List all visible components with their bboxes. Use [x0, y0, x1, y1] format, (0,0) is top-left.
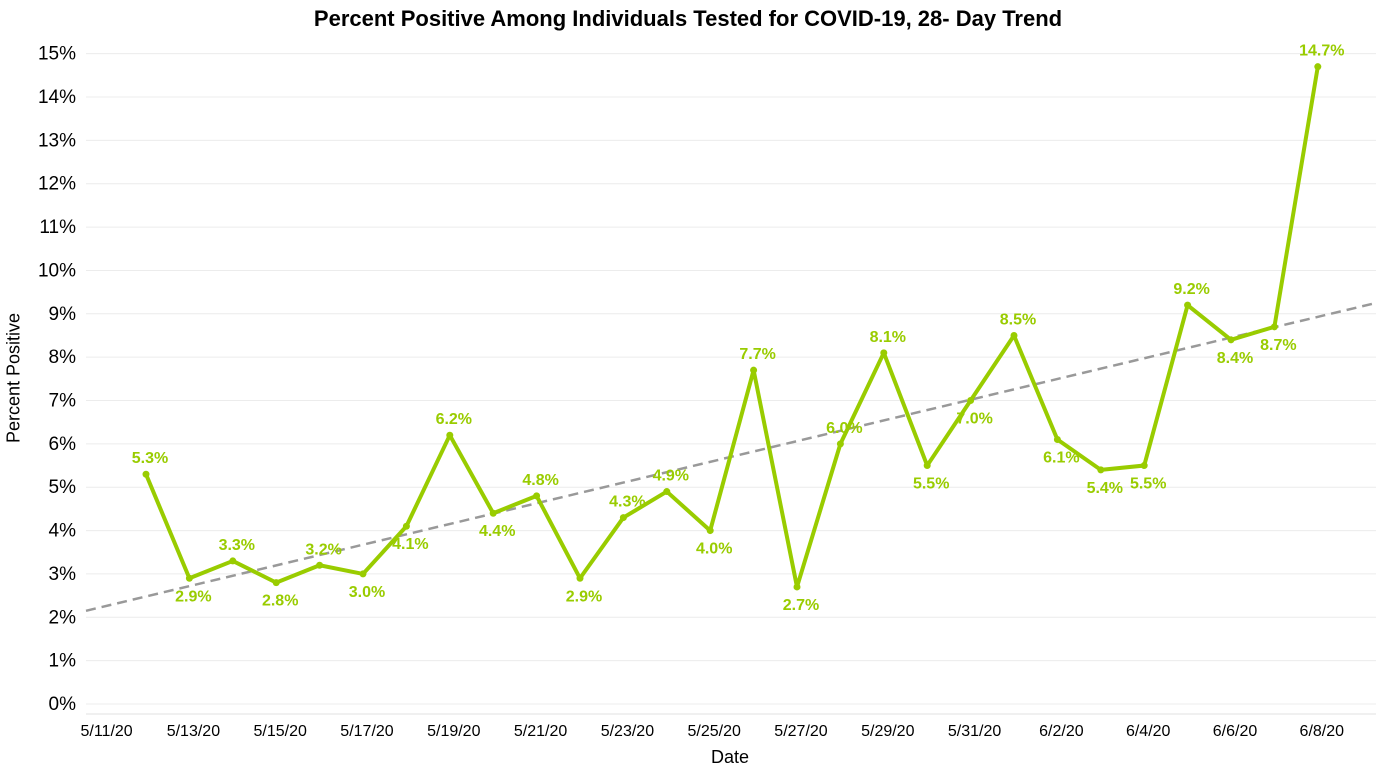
data-point	[1053, 436, 1061, 444]
data-label: 3.2%	[305, 541, 341, 558]
y-tick-label: 15%	[38, 44, 76, 65]
data-point	[619, 514, 627, 522]
data-label: 6.2%	[436, 411, 472, 428]
series-line	[144, 64, 1320, 589]
x-tick-label: 5/25/20	[688, 723, 741, 740]
data-point	[489, 509, 497, 517]
y-tick-label: 8%	[49, 347, 77, 368]
data-label: 14.7%	[1299, 43, 1344, 60]
y-tick-label: 2%	[49, 607, 77, 628]
data-label: 8.4%	[1217, 350, 1253, 367]
y-tick-label: 5%	[49, 477, 77, 498]
y-tick-label: 13%	[38, 130, 76, 151]
data-point	[229, 557, 237, 565]
y-tick-label: 10%	[38, 260, 76, 281]
data-point	[793, 583, 801, 591]
x-tick-label: 5/19/20	[427, 723, 480, 740]
y-axis-label: Percent Positive	[3, 312, 24, 444]
x-tick-label: 5/23/20	[601, 723, 654, 740]
data-point	[1184, 301, 1192, 309]
data-point	[142, 470, 150, 478]
data-point	[836, 440, 844, 448]
data-point	[185, 574, 193, 582]
data-point	[880, 349, 888, 357]
y-tick-label: 6%	[49, 434, 77, 455]
y-tick-label: 4%	[49, 521, 77, 542]
x-tick-label: 5/21/20	[514, 723, 567, 740]
y-tick-label: 3%	[49, 564, 77, 585]
data-label: 5.3%	[132, 450, 168, 467]
y-tick-label: 12%	[38, 174, 76, 195]
data-point	[1010, 331, 1018, 339]
data-point	[316, 561, 324, 569]
data-label: 5.4%	[1087, 480, 1123, 497]
x-tick-label: 5/11/20	[80, 723, 132, 740]
data-label: 4.9%	[653, 468, 689, 485]
x-tick-label: 5/15/20	[254, 723, 307, 740]
x-tick-label: 5/17/20	[340, 723, 393, 740]
data-label: 2.8%	[262, 593, 298, 610]
data-label: 2.9%	[175, 588, 211, 605]
data-label: 8.7%	[1260, 337, 1296, 354]
data-label: 4.4%	[479, 523, 515, 540]
data-label: 3.3%	[219, 537, 255, 554]
data-point	[272, 579, 280, 587]
x-axis-label: Date	[710, 747, 750, 767]
data-point	[967, 397, 975, 405]
x-tick-label: 5/27/20	[774, 723, 827, 740]
data-label: 8.5%	[1000, 311, 1036, 328]
x-tick-label: 6/2/20	[1039, 723, 1084, 740]
data-label: 4.0%	[696, 541, 732, 558]
x-tick-label: 6/8/20	[1300, 723, 1345, 740]
data-point	[1140, 462, 1148, 470]
y-tick-label: 1%	[49, 651, 77, 672]
data-label: 4.1%	[392, 536, 428, 553]
data-label: 5.5%	[913, 476, 949, 493]
data-point	[750, 366, 758, 374]
data-point	[402, 522, 410, 530]
data-label: 6.0%	[826, 420, 862, 437]
data-label: 8.1%	[870, 329, 906, 346]
data-label: 5.5%	[1130, 476, 1166, 493]
x-tick-label: 6/6/20	[1213, 723, 1258, 740]
data-point	[1097, 466, 1105, 474]
data-point	[706, 527, 714, 535]
data-label: 4.3%	[609, 494, 645, 511]
chart-title: Percent Positive Among Individuals Teste…	[313, 6, 1063, 31]
y-tick-label: 14%	[38, 87, 76, 108]
x-tick-label: 6/4/20	[1126, 723, 1171, 740]
y-tick-label: 9%	[49, 304, 77, 325]
data-point	[446, 431, 454, 439]
y-tick-label: 11%	[39, 217, 76, 238]
data-label: 4.8%	[522, 472, 558, 489]
data-label: 9.2%	[1173, 281, 1209, 298]
data-label: 6.1%	[1043, 450, 1079, 467]
y-tick-label: 0%	[49, 694, 77, 715]
x-tick-label: 5/13/20	[167, 723, 220, 740]
data-point	[1270, 323, 1278, 331]
data-point	[359, 570, 367, 578]
data-label: 2.9%	[566, 588, 602, 605]
data-label: 3.0%	[349, 584, 385, 601]
data-point	[533, 492, 541, 500]
data-label: 7.7%	[739, 346, 775, 363]
x-tick-label: 5/29/20	[861, 723, 914, 740]
data-point	[1227, 336, 1235, 344]
data-point	[663, 488, 671, 496]
data-point	[1314, 63, 1322, 71]
data-point	[576, 574, 584, 582]
y-tick-label: 7%	[49, 391, 77, 412]
data-label: 7.0%	[956, 411, 992, 428]
x-tick-label: 5/31/20	[948, 723, 1001, 740]
data-label: 2.7%	[783, 597, 819, 614]
data-point	[923, 462, 931, 470]
